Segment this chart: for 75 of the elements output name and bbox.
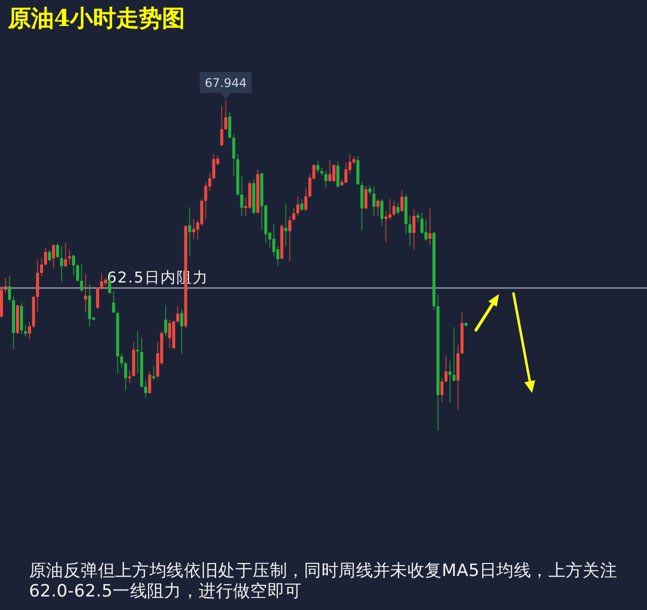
candlestick xyxy=(80,263,84,292)
candlestick xyxy=(40,257,44,277)
candlestick xyxy=(292,207,296,222)
candlestick xyxy=(8,276,12,302)
candlestick xyxy=(200,198,204,226)
candlestick xyxy=(388,198,392,220)
candlestick xyxy=(376,198,380,216)
candlestick xyxy=(328,160,332,182)
candlestick xyxy=(412,208,416,250)
candlestick xyxy=(84,274,88,313)
candlestick xyxy=(372,186,376,216)
candlestick xyxy=(428,207,432,246)
candlestick xyxy=(120,352,124,368)
candlestick xyxy=(152,366,156,380)
candlestick xyxy=(360,181,364,231)
candlestick xyxy=(56,242,60,259)
candlestick xyxy=(48,249,52,262)
candlestick xyxy=(288,215,292,262)
candlestick xyxy=(224,100,228,131)
candlestick xyxy=(176,306,180,324)
candlestick xyxy=(192,218,196,240)
candlestick xyxy=(4,278,8,294)
candlestick xyxy=(64,242,68,268)
candlestick xyxy=(100,272,104,290)
candlestick xyxy=(24,324,28,338)
candlestick xyxy=(452,326,456,382)
candlestick xyxy=(240,175,244,216)
candlestick xyxy=(232,134,236,176)
candlestick xyxy=(400,190,404,212)
candlestick xyxy=(408,215,412,248)
candlestick xyxy=(440,378,444,403)
candlestick xyxy=(144,379,148,398)
candlestick xyxy=(392,200,396,216)
candlestick xyxy=(168,319,172,349)
candlestick xyxy=(384,210,388,243)
candlestick xyxy=(124,361,128,391)
candlestick xyxy=(296,196,300,216)
candlestick xyxy=(52,244,56,268)
candlestick xyxy=(364,185,368,210)
candlestick xyxy=(148,371,152,395)
candlestick xyxy=(316,160,320,174)
candlestick xyxy=(60,246,64,282)
candlestick xyxy=(284,202,288,247)
candlestick xyxy=(72,254,76,276)
candlestick xyxy=(336,160,340,188)
candlestick xyxy=(220,105,224,146)
candlestick xyxy=(396,202,400,215)
candlestick xyxy=(128,369,132,384)
candlestick xyxy=(272,224,276,257)
candlestick xyxy=(448,360,452,403)
candlestick xyxy=(332,164,336,182)
candlestick xyxy=(300,198,304,212)
candlestick xyxy=(204,181,208,220)
candlestick xyxy=(28,322,32,340)
candlestick xyxy=(88,284,92,327)
candlestick xyxy=(444,355,448,383)
candlestick xyxy=(228,112,232,139)
candlestick xyxy=(188,206,192,257)
candlestick xyxy=(344,162,348,184)
candlestick xyxy=(96,286,100,310)
candlestick xyxy=(44,247,48,266)
candlestick xyxy=(324,170,328,188)
candlestick xyxy=(368,184,372,196)
candlestick xyxy=(380,198,384,226)
candlestick xyxy=(212,154,216,180)
annotation: 67.944 xyxy=(204,76,247,90)
chart-title: 原油4小时走势图 xyxy=(7,5,186,32)
candlestick xyxy=(112,290,116,314)
text: 原油反弹但上方均线依旧处于压制，同时周线并未收复MA5日均线，上方关注62.0-62.5一线阻力，进行做空即可 xyxy=(29,561,618,602)
candlestick xyxy=(304,187,308,212)
candlestick xyxy=(424,218,428,242)
candlestick xyxy=(136,330,140,374)
candlestick xyxy=(164,304,168,338)
candlestick xyxy=(180,308,184,354)
candlestick xyxy=(76,263,80,282)
